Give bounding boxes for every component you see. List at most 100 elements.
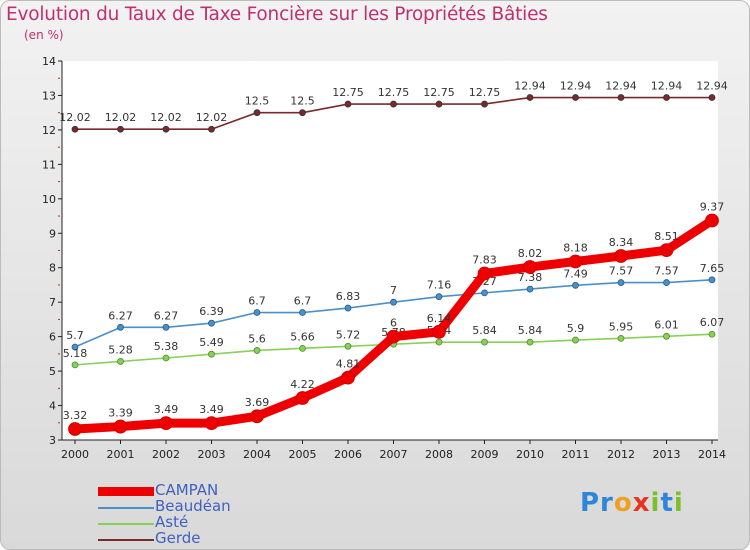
data-label-aste: 5.66 bbox=[290, 330, 315, 343]
data-point-beaudean bbox=[663, 279, 670, 286]
data-label-campan: 7.83 bbox=[472, 254, 497, 267]
data-label-beaudean: 7.65 bbox=[700, 262, 725, 275]
x-tick-label: 2002 bbox=[152, 448, 180, 461]
data-point-campan bbox=[386, 329, 401, 344]
data-label-beaudean: 7.38 bbox=[518, 271, 543, 284]
data-point-campan bbox=[295, 391, 310, 405]
data-point-campan bbox=[568, 254, 583, 269]
y-tick-label: 6 bbox=[49, 331, 56, 344]
data-label-aste: 5.72 bbox=[336, 328, 361, 341]
data-label-campan: 8.18 bbox=[563, 242, 588, 255]
x-tick-label: 2004 bbox=[243, 448, 271, 461]
y-tick-label: 12 bbox=[42, 124, 56, 137]
data-label-beaudean: 6.27 bbox=[154, 309, 179, 322]
data-point-campan bbox=[477, 266, 492, 281]
legend-swatch-campan bbox=[98, 487, 154, 496]
data-point-aste bbox=[708, 330, 716, 338]
data-label-beaudean: 6.39 bbox=[199, 305, 224, 318]
data-point-aste bbox=[208, 350, 215, 358]
data-point-beaudean bbox=[481, 289, 488, 297]
x-tick-label: 2008 bbox=[425, 448, 453, 461]
data-label-gerde: 12.94 bbox=[651, 80, 683, 93]
data-point-aste bbox=[117, 358, 124, 365]
data-label-aste: 5.28 bbox=[108, 343, 133, 356]
plot-area bbox=[62, 61, 718, 440]
data-label-campan: 3.32 bbox=[63, 409, 88, 422]
data-point-aste bbox=[299, 344, 306, 352]
data-point-gerde bbox=[299, 109, 306, 117]
data-point-campan bbox=[659, 243, 674, 258]
data-point-gerde bbox=[253, 109, 261, 117]
x-tick-label: 2010 bbox=[516, 448, 544, 461]
data-point-aste bbox=[435, 338, 443, 346]
x-tick-label: 2001 bbox=[107, 448, 135, 461]
y-tick-label: 11 bbox=[42, 158, 56, 171]
x-tick-label: 2014 bbox=[698, 448, 726, 461]
data-label-gerde: 12.75 bbox=[469, 86, 501, 99]
data-point-campan bbox=[705, 213, 719, 228]
x-tick-label: 2011 bbox=[562, 448, 590, 461]
data-label-campan: 8.34 bbox=[609, 236, 634, 249]
data-point-beaudean bbox=[253, 309, 261, 316]
data-label-gerde: 12.5 bbox=[290, 95, 315, 108]
data-point-beaudean bbox=[299, 309, 306, 316]
data-label-campan: 3.49 bbox=[154, 403, 179, 416]
data-point-beaudean bbox=[708, 276, 716, 284]
data-label-campan: 8.51 bbox=[654, 230, 679, 243]
data-label-campan: 6.14 bbox=[427, 312, 452, 325]
data-label-campan: 6 bbox=[390, 317, 397, 330]
y-tick-label: 13 bbox=[42, 89, 56, 102]
data-label-gerde: 12.75 bbox=[332, 86, 364, 99]
data-point-campan bbox=[523, 260, 537, 274]
data-point-campan bbox=[68, 422, 82, 436]
legend-label-gerde: Gerde bbox=[155, 529, 201, 547]
data-point-beaudean bbox=[117, 323, 124, 331]
y-tick-label: 4 bbox=[49, 400, 56, 413]
data-label-aste: 6.01 bbox=[654, 318, 679, 331]
y-tick-label: 7 bbox=[49, 296, 56, 309]
data-label-gerde: 12.94 bbox=[560, 80, 592, 93]
data-point-aste bbox=[617, 334, 625, 342]
data-point-campan bbox=[432, 324, 446, 339]
legend-swatch-gerde bbox=[98, 539, 154, 541]
data-point-gerde bbox=[526, 94, 534, 101]
data-label-aste: 5.38 bbox=[154, 340, 179, 353]
data-point-gerde bbox=[572, 94, 579, 101]
data-label-campan: 3.49 bbox=[199, 403, 224, 416]
legend-label-aste: Asté bbox=[155, 513, 189, 531]
legend-swatch-beaudean bbox=[98, 507, 154, 509]
data-point-gerde bbox=[708, 94, 716, 101]
data-point-aste bbox=[71, 361, 79, 369]
data-point-gerde bbox=[390, 100, 397, 108]
y-tick-label: 9 bbox=[49, 227, 56, 240]
data-point-beaudean bbox=[344, 304, 352, 312]
data-label-aste: 5.49 bbox=[199, 336, 224, 349]
data-label-aste: 6.07 bbox=[700, 316, 725, 329]
data-point-gerde bbox=[481, 100, 488, 108]
data-point-beaudean bbox=[162, 323, 170, 331]
x-tick-label: 2009 bbox=[471, 448, 499, 461]
data-point-aste bbox=[344, 342, 352, 350]
data-point-aste bbox=[663, 332, 670, 340]
data-label-campan: 3.39 bbox=[108, 407, 133, 420]
data-label-beaudean: 5.7 bbox=[66, 329, 84, 342]
data-label-beaudean: 7.57 bbox=[609, 265, 634, 278]
data-label-aste: 5.84 bbox=[472, 324, 497, 337]
y-tick-label: 5 bbox=[49, 365, 56, 378]
data-label-gerde: 12.5 bbox=[245, 95, 270, 108]
x-tick-label: 2000 bbox=[61, 448, 89, 461]
data-point-gerde bbox=[617, 94, 625, 101]
data-label-campan: 9.37 bbox=[700, 201, 725, 214]
data-label-campan: 8.02 bbox=[518, 247, 543, 260]
data-label-gerde: 12.75 bbox=[378, 86, 410, 99]
data-label-beaudean: 6.27 bbox=[108, 309, 133, 322]
proxiti-logo: Proxiti bbox=[580, 488, 684, 518]
legend-label-beaudean: Beaudéan bbox=[155, 497, 231, 515]
data-point-beaudean bbox=[617, 279, 625, 286]
data-label-beaudean: 7 bbox=[390, 284, 397, 297]
data-label-campan: 3.69 bbox=[245, 396, 270, 409]
data-label-gerde: 12.94 bbox=[696, 80, 728, 93]
data-label-aste: 5.95 bbox=[609, 320, 634, 333]
data-label-beaudean: 6.83 bbox=[336, 290, 361, 303]
